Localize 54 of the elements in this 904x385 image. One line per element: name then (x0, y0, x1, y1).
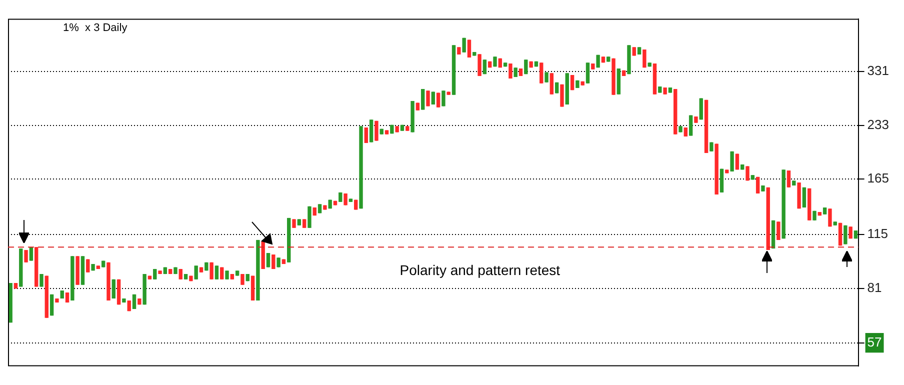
candlestick (214, 265, 219, 280)
candlestick (642, 49, 646, 68)
candlestick (524, 59, 528, 75)
candlestick (24, 250, 28, 263)
candlestick (478, 54, 482, 77)
candlestick (194, 265, 198, 280)
candlestick (374, 120, 378, 142)
candlestick (550, 72, 554, 95)
candlestick (86, 258, 90, 273)
candlestick (132, 294, 136, 310)
candlestick (746, 166, 750, 182)
chart-title: 1% x 3 Daily (63, 22, 128, 34)
candlestick (560, 84, 564, 108)
candlestick (756, 176, 760, 194)
candlestick (420, 88, 425, 110)
candlestick (786, 170, 791, 188)
candlestick (730, 150, 734, 172)
candlestick (266, 252, 270, 268)
candlestick (720, 168, 724, 193)
candlestick (776, 221, 780, 240)
candlestick (467, 39, 472, 58)
candlestick (508, 64, 512, 78)
y-tick-label: 57 (867, 334, 882, 350)
candlestick (462, 37, 466, 53)
y-tick-label: 233 (867, 117, 890, 132)
candlestick (220, 266, 224, 280)
candlestick (540, 62, 544, 84)
candlestick (308, 206, 312, 228)
candlestick (426, 90, 430, 107)
candlestick (276, 257, 280, 268)
y-tick-label: 81 (867, 280, 882, 296)
candlestick (688, 114, 693, 136)
y-tick-label: 331 (867, 62, 890, 78)
candlestick (544, 72, 548, 83)
candlestick (240, 274, 244, 286)
candlestick (40, 274, 44, 288)
candlestick (570, 74, 574, 91)
candlestick (442, 90, 446, 107)
y-tick-label: 115 (867, 226, 888, 242)
candlestick (210, 262, 214, 280)
candlestick (802, 186, 806, 208)
candlestick (112, 278, 116, 299)
candlestick (431, 91, 436, 105)
candlestick (436, 92, 440, 108)
y-tick-label: 165 (867, 170, 890, 186)
candlestick (369, 119, 374, 143)
candlestick (699, 98, 703, 120)
candlestick (828, 208, 832, 228)
candlestick (482, 59, 487, 75)
ref-line-label: Polarity and pattern retest (400, 262, 560, 278)
candlestick (514, 67, 518, 78)
candlestick (272, 254, 276, 269)
candlestick (586, 62, 590, 84)
candlestick (29, 246, 34, 262)
